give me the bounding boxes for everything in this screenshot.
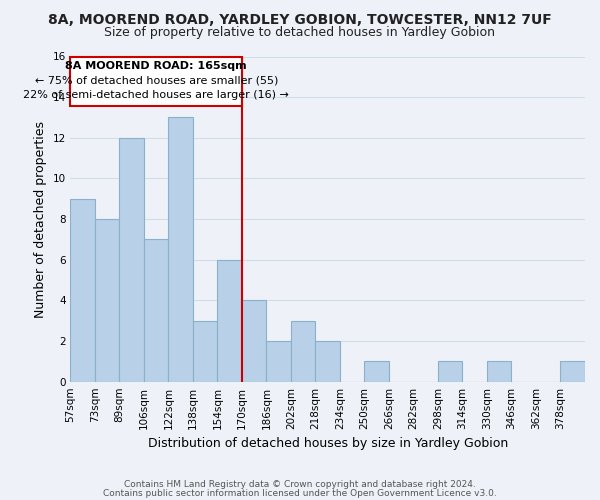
Bar xyxy=(144,240,169,382)
Bar xyxy=(119,138,144,382)
Text: 8A MOOREND ROAD: 165sqm: 8A MOOREND ROAD: 165sqm xyxy=(65,60,247,70)
Bar xyxy=(438,362,463,382)
FancyBboxPatch shape xyxy=(70,56,242,106)
Bar xyxy=(291,320,316,382)
Bar xyxy=(364,362,389,382)
X-axis label: Distribution of detached houses by size in Yardley Gobion: Distribution of detached houses by size … xyxy=(148,437,508,450)
Bar xyxy=(193,320,217,382)
Bar xyxy=(266,341,291,382)
Bar xyxy=(95,219,119,382)
Text: Contains HM Land Registry data © Crown copyright and database right 2024.: Contains HM Land Registry data © Crown c… xyxy=(124,480,476,489)
Text: Size of property relative to detached houses in Yardley Gobion: Size of property relative to detached ho… xyxy=(104,26,496,39)
Text: Contains public sector information licensed under the Open Government Licence v3: Contains public sector information licen… xyxy=(103,489,497,498)
Text: 8A, MOOREND ROAD, YARDLEY GOBION, TOWCESTER, NN12 7UF: 8A, MOOREND ROAD, YARDLEY GOBION, TOWCES… xyxy=(48,12,552,26)
Bar xyxy=(70,199,95,382)
Y-axis label: Number of detached properties: Number of detached properties xyxy=(34,120,47,318)
Bar xyxy=(560,362,585,382)
Bar xyxy=(217,260,242,382)
Text: ← 75% of detached houses are smaller (55): ← 75% of detached houses are smaller (55… xyxy=(35,76,278,86)
Bar xyxy=(242,300,266,382)
Bar xyxy=(487,362,511,382)
Bar xyxy=(169,118,193,382)
Bar xyxy=(316,341,340,382)
Text: 22% of semi-detached houses are larger (16) →: 22% of semi-detached houses are larger (… xyxy=(23,90,289,100)
